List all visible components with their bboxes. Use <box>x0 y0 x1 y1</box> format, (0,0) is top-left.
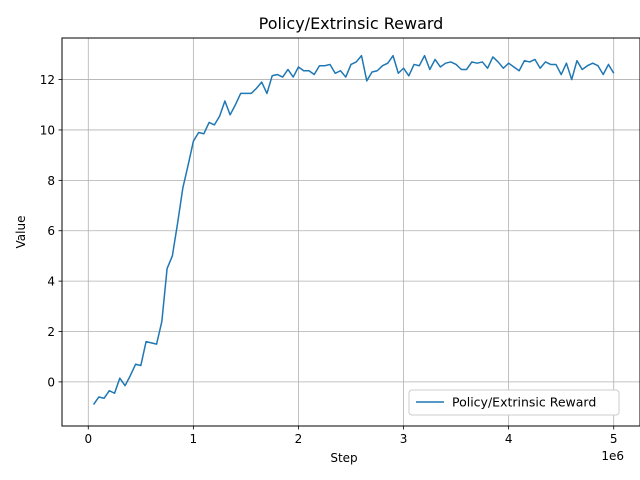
x-tick-label: 0 <box>84 432 92 446</box>
x-axis-label: Step <box>330 451 357 465</box>
y-tick-label: 4 <box>47 275 55 289</box>
x-tick-label: 1 <box>190 432 198 446</box>
series-layer <box>92 54 615 406</box>
y-tick-label: 10 <box>40 123 55 137</box>
legend: Policy/Extrinsic Reward <box>408 389 620 416</box>
x-tick-label: 3 <box>400 432 408 446</box>
y-tick-label: 2 <box>47 325 55 339</box>
y-tick-label: 8 <box>47 174 55 188</box>
chart-title: Policy/Extrinsic Reward <box>259 14 444 33</box>
y-tick-label: 6 <box>47 224 55 238</box>
x-axis-ticks: 0 1 2 3 4 5 <box>84 426 618 446</box>
plot-area-frame <box>61 37 640 427</box>
x-tick-label: 2 <box>295 432 303 446</box>
legend-label: Policy/Extrinsic Reward <box>452 395 596 410</box>
y-tick-label: 12 <box>40 73 55 87</box>
x-tick-label: 5 <box>610 432 618 446</box>
x-axis-multiplier: 1e6 <box>601 449 624 463</box>
legend-box <box>408 389 620 416</box>
y-tick-label: 0 <box>47 375 55 389</box>
y-axis-ticks: 0 2 4 6 8 10 12 <box>40 73 62 389</box>
x-tick-label: 4 <box>505 432 513 446</box>
y-axis-label: Value <box>14 216 28 249</box>
grid <box>62 38 640 426</box>
series-line <box>92 54 615 406</box>
